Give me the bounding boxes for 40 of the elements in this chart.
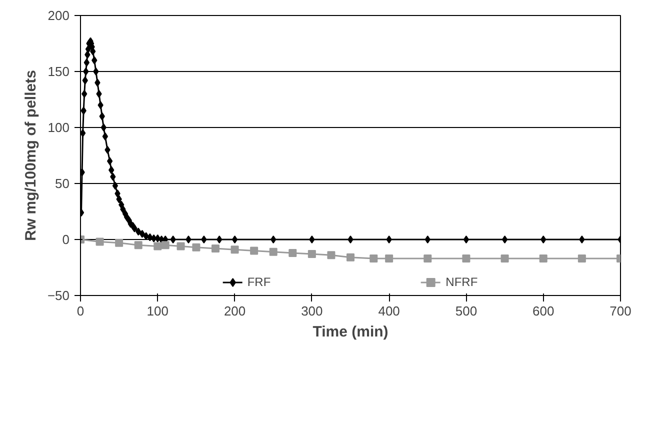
x-tick-label: 700	[610, 304, 632, 318]
point	[578, 254, 586, 263]
point	[385, 254, 394, 263]
x-tick-label: 200	[224, 304, 246, 318]
y-tick-label: 50	[55, 176, 70, 191]
point	[176, 242, 185, 250]
point	[96, 238, 104, 246]
x-tick-label: 100	[146, 304, 168, 318]
y-tick-label: 200	[48, 8, 70, 23]
y-axis-title: Rw mg/100mg of pellets	[22, 70, 40, 241]
point	[327, 251, 336, 260]
legend-label: FRF	[247, 275, 271, 289]
point	[115, 238, 124, 247]
point	[288, 248, 297, 257]
point	[154, 242, 162, 250]
y-tick-label: 100	[48, 120, 70, 135]
point	[192, 243, 200, 252]
legend-label: NFRF	[446, 275, 478, 289]
y-tick-label: −50	[47, 288, 70, 303]
point	[230, 246, 239, 254]
point	[161, 241, 170, 250]
point	[370, 254, 378, 263]
point	[269, 248, 278, 256]
x-tick-label: 600	[532, 304, 554, 318]
x-axis-title: Time (min)	[312, 324, 388, 340]
point	[308, 250, 316, 258]
point	[346, 253, 354, 262]
x-tick-label: 0	[76, 304, 84, 318]
point	[250, 246, 258, 255]
point	[212, 244, 220, 252]
point	[539, 254, 548, 263]
y-tick-label: 0	[62, 232, 70, 247]
x-tick-label: 400	[378, 304, 400, 318]
point	[424, 254, 432, 263]
x-tick-label: 500	[455, 304, 478, 318]
x-tick-label: 300	[301, 304, 323, 318]
y-tick-label: 150	[48, 64, 70, 79]
point	[500, 254, 509, 263]
point	[462, 254, 470, 263]
point	[134, 241, 142, 250]
